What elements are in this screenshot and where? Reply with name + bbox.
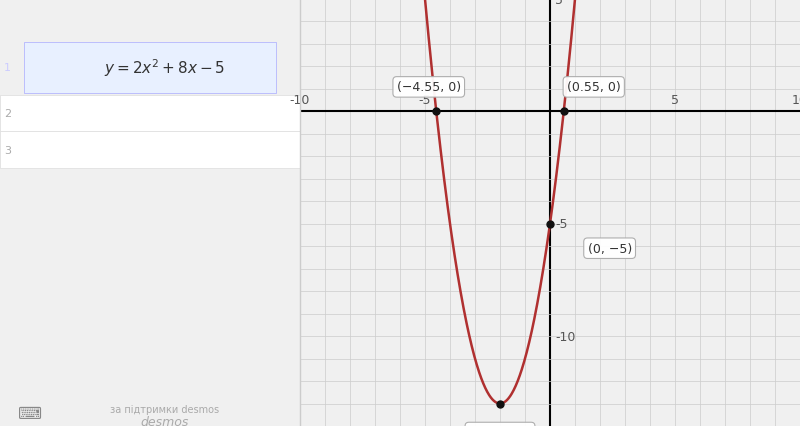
Text: (0.55, 0): (0.55, 0)	[567, 81, 621, 94]
Text: 10: 10	[792, 94, 800, 106]
Text: 3: 3	[4, 145, 11, 155]
Text: ⌨: ⌨	[18, 404, 42, 422]
Text: (0, −5): (0, −5)	[587, 242, 632, 255]
Text: 5: 5	[555, 0, 563, 6]
Bar	[0, 0, 300, 38]
Bar	[24, 43, 276, 94]
Text: -5: -5	[418, 94, 431, 106]
Text: 2: 2	[4, 109, 11, 119]
Text: -10: -10	[555, 330, 575, 343]
Text: 1: 1	[4, 63, 11, 73]
Bar	[0, 96, 300, 132]
Text: (−4.55, 0): (−4.55, 0)	[397, 81, 461, 94]
Text: $y = 2x^2 + 8x - 5$: $y = 2x^2 + 8x - 5$	[104, 58, 226, 79]
Text: 5: 5	[671, 94, 679, 106]
Text: -10: -10	[290, 94, 310, 106]
Bar	[0, 132, 300, 168]
Text: -5: -5	[555, 218, 567, 231]
Text: desmos: desmos	[141, 415, 189, 426]
Text: за підтримки desmos: за підтримки desmos	[110, 404, 219, 414]
